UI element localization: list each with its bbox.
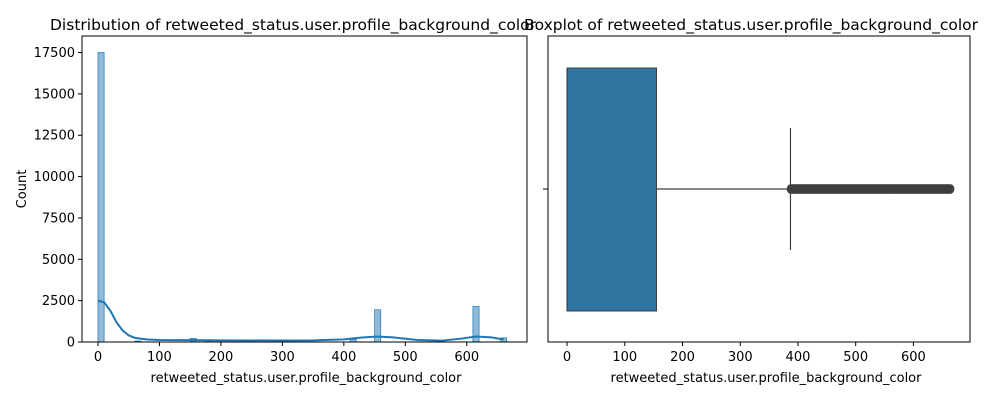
x-tick-label: 100: [147, 350, 172, 365]
y-tick-label: 12500: [34, 129, 75, 144]
x-tick-label: 500: [843, 350, 868, 365]
boxplot-x-axis-label: retweeted_status.user.profile_background…: [611, 371, 923, 386]
y-tick-label: 5000: [42, 253, 75, 268]
x-tick-label: 300: [270, 350, 295, 365]
x-tick-label: 500: [393, 350, 418, 365]
x-tick-label: 300: [728, 350, 753, 365]
y-tick-label: 7500: [42, 211, 75, 226]
kde-curve: [97, 299, 504, 342]
x-tick-label: 0: [94, 350, 102, 365]
histogram-x-ticks: 0 100 200 300 400 500 600: [94, 342, 479, 365]
histogram-title: Distribution of retweeted_status.user.pr…: [50, 16, 537, 35]
x-tick-label: 200: [208, 350, 233, 365]
boxplot-axes-frame: [547, 35, 971, 343]
boxplot-x-ticks: 0 100 200 300 400 500 600: [563, 342, 926, 365]
histogram-y-axis-label: Count: [15, 170, 30, 209]
histogram-axes-frame: [81, 35, 528, 343]
y-tick-label: 0: [67, 336, 75, 351]
histogram-bars: [97, 52, 508, 343]
histogram-bar: [97, 52, 105, 343]
x-tick-label: 400: [786, 350, 811, 365]
y-tick-label: 2500: [42, 294, 75, 309]
boxplot-plot: Boxplot of retweeted_status.user.profile…: [524, 16, 979, 386]
x-tick-label: 400: [331, 350, 356, 365]
histogram-plot: Distribution of retweeted_status.user.pr…: [15, 16, 537, 386]
outlier-point: [946, 184, 955, 194]
y-tick-label: 10000: [34, 170, 75, 185]
x-tick-label: 200: [670, 350, 695, 365]
x-tick-label: 600: [454, 350, 479, 365]
histogram-x-axis-label: retweeted_status.user.profile_background…: [151, 371, 463, 386]
x-tick-label: 0: [563, 350, 571, 365]
y-tick-label: 17500: [34, 46, 75, 61]
x-tick-label: 100: [612, 350, 637, 365]
histogram-y-ticks: 0 2500 5000 7500 10000 12500 15000 17500: [34, 46, 82, 351]
boxplot-elements: [566, 67, 955, 312]
outlier-points: [786, 184, 955, 194]
boxplot-title: Boxplot of retweeted_status.user.profile…: [524, 16, 979, 35]
y-tick-label: 15000: [34, 87, 75, 102]
box-iqr: [566, 67, 658, 312]
x-tick-label: 600: [901, 350, 926, 365]
